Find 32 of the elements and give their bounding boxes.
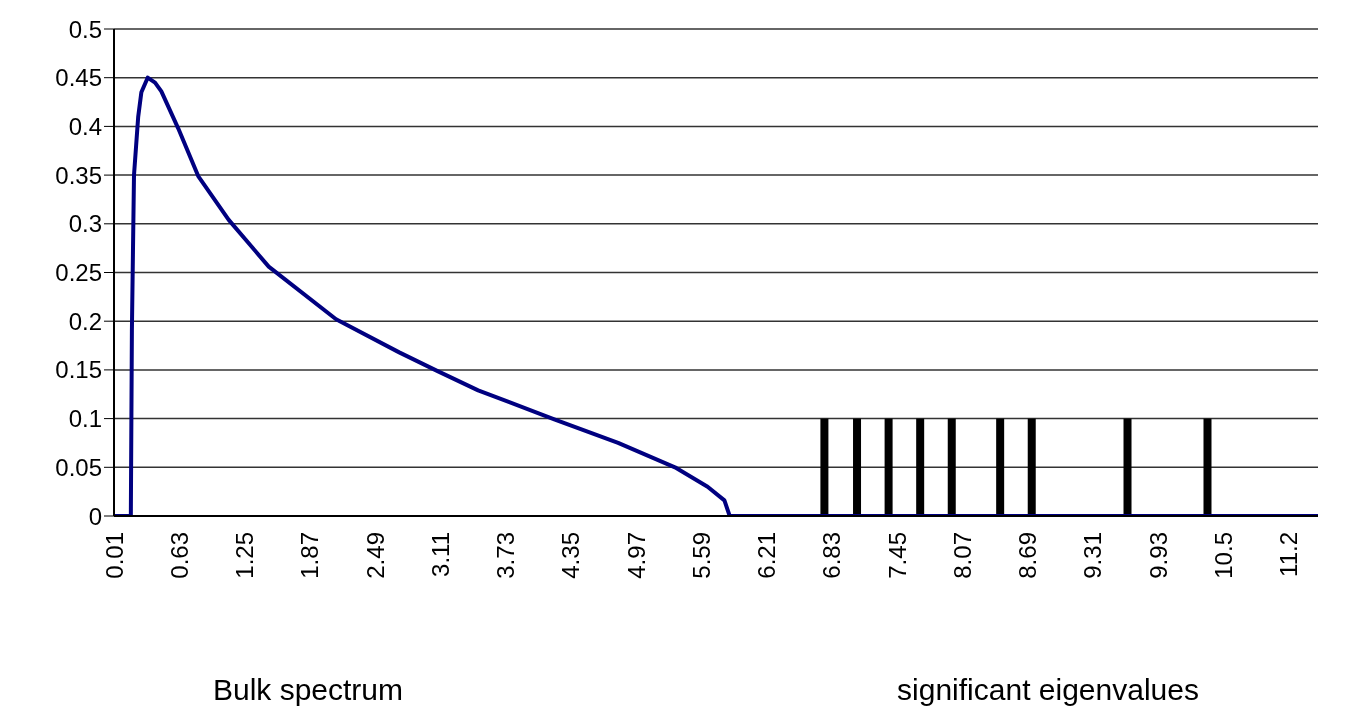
y-tick-label: 0.3: [68, 210, 102, 238]
x-tick-label: 1.25: [231, 532, 258, 579]
y-tick-label: 0.35: [55, 161, 102, 189]
x-tick-label: 9.93: [1144, 532, 1172, 579]
x-tick-label: 3.11: [426, 532, 454, 577]
x-tick-label: 5.59: [687, 532, 715, 579]
x-tick-label: 4.97: [622, 532, 650, 579]
y-tick-label: 0.45: [55, 64, 102, 92]
x-tick-label: 11.2: [1275, 532, 1303, 577]
x-tick-label: 6.21: [753, 532, 781, 579]
y-tick-label: 0.1: [68, 405, 102, 433]
y-tick-label: 0.2: [68, 307, 102, 335]
x-tick-label: 1.87: [296, 532, 324, 579]
y-tick-label: 0.15: [55, 356, 102, 384]
text: significant eigenvalues: [896, 673, 1200, 707]
text: Bulk spectrum: [211, 673, 405, 707]
x-tick-label: 7.45: [883, 532, 911, 579]
y-tick-label: 0.5: [68, 15, 102, 43]
x-tick-label: 3.73: [492, 532, 520, 579]
x-tick-label: 0.63: [165, 532, 193, 579]
x-tick-label: 9.31: [1079, 532, 1107, 579]
x-tick-label: 10.5: [1209, 532, 1237, 579]
x-tick-label: 4.35: [557, 532, 585, 579]
x-tick-label: 8.69: [1014, 532, 1042, 579]
y-tick-label: 0.25: [55, 259, 102, 287]
y-tick-label: 0.05: [55, 453, 102, 481]
x-tick-label: 2.49: [361, 532, 389, 579]
y-tick-label: 0: [88, 502, 102, 530]
x-tick-label: 0.01: [100, 532, 128, 579]
x-tick-label: 8.07: [948, 532, 976, 579]
y-tick-label: 0.4: [68, 112, 102, 140]
x-tick-label: 6.83: [818, 532, 846, 579]
